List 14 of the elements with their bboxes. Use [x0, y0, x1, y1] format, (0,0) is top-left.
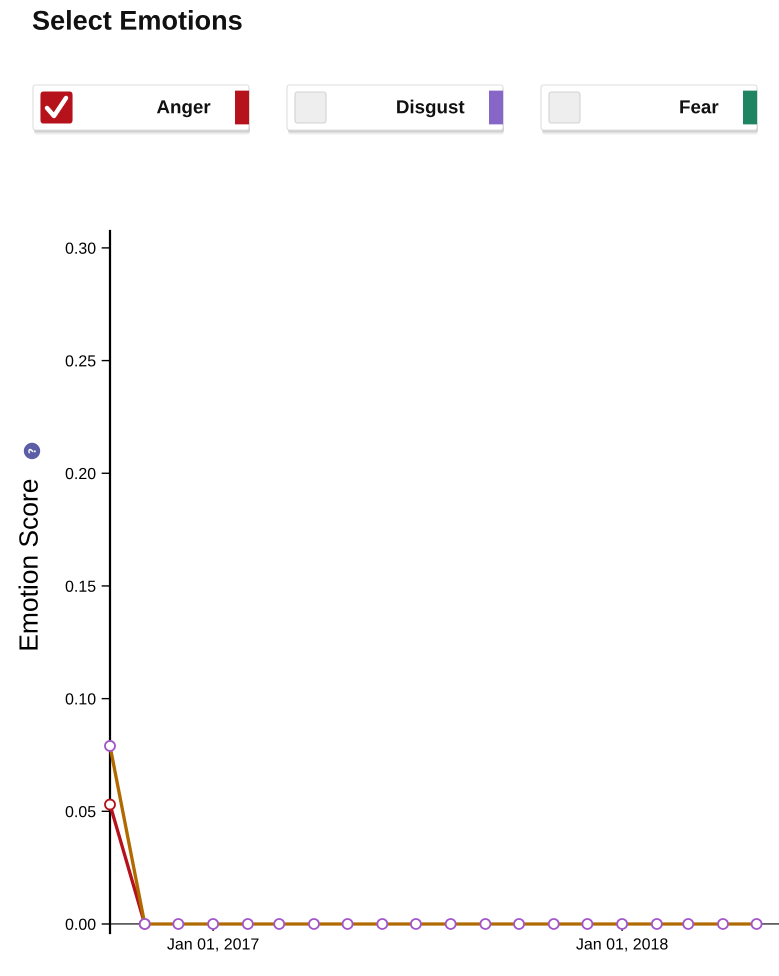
chart-title: Select Emotions — [32, 10, 242, 30]
y-tick-label: 0.00 — [66, 918, 96, 930]
y-axis-title: Emotion Score — [18, 480, 38, 650]
y-tick-label: 0.30 — [66, 242, 96, 254]
legend-label: Fear — [680, 100, 718, 114]
x-tick-label: Jan 01, 2018 — [576, 938, 668, 952]
legend-label: Anger — [156, 100, 210, 118]
x-tick-label: Jan 01, 2017 — [167, 938, 258, 952]
y-tick-label: 0.20 — [66, 468, 96, 480]
y-tick-label: 0.10 — [66, 693, 96, 705]
legend-label: Disgust — [397, 100, 464, 118]
y-tick-label: 0.25 — [66, 355, 96, 367]
y-tick-label: 0.05 — [66, 806, 96, 818]
y-tick-label: 0.15 — [66, 580, 96, 592]
